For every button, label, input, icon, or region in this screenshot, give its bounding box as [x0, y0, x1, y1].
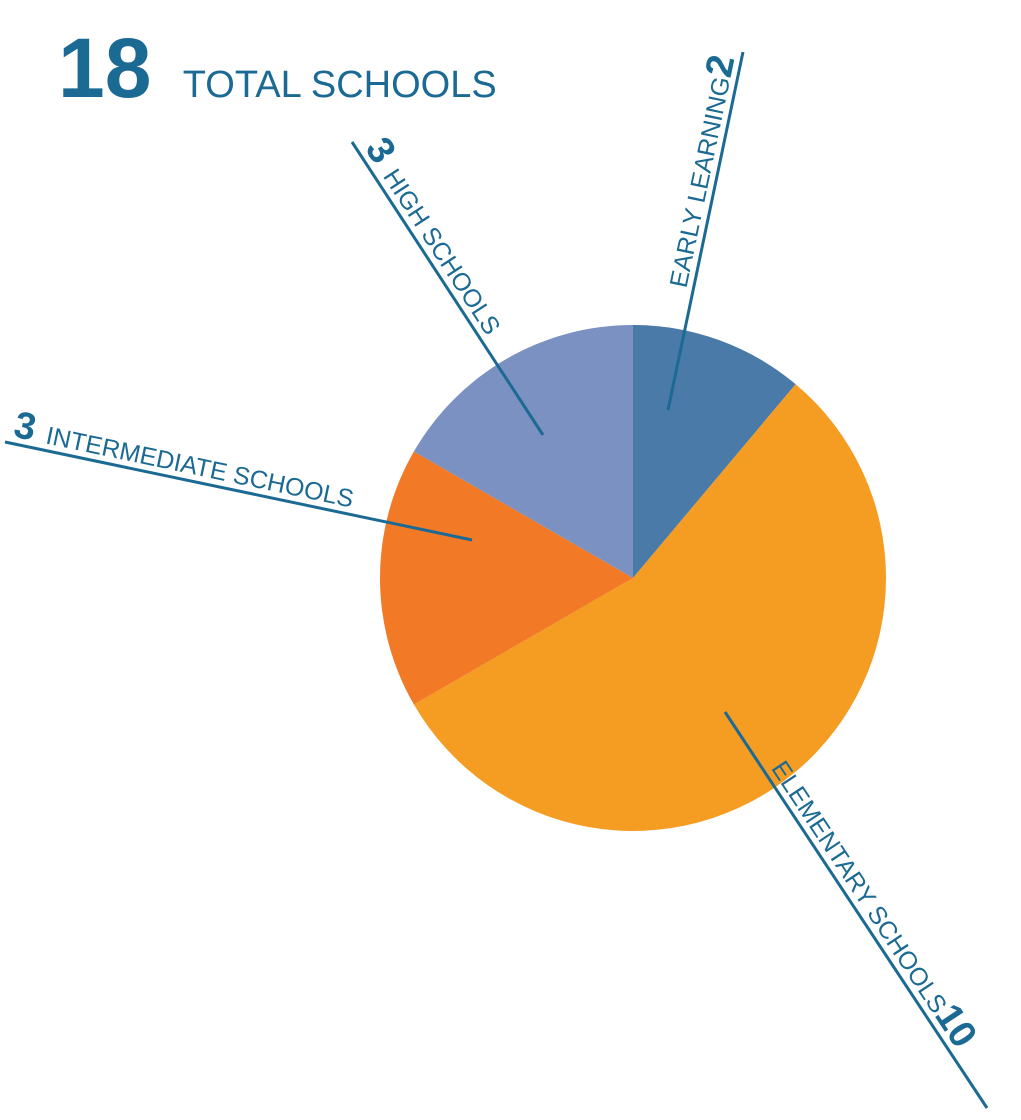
label-text: 3 INTERMEDIATE SCHOOLS [10, 404, 358, 516]
slices [380, 325, 886, 831]
value-label: 3 [10, 404, 39, 449]
leader-line [666, 51, 745, 411]
leader-line [723, 711, 989, 1109]
label-text: ELEMENTARY SCHOOLS10 [763, 750, 985, 1055]
label-text: 3HIGH SCHOOLS [357, 130, 515, 341]
slice-label: ELEMENTARY SCHOOLS10 [763, 750, 985, 1055]
leader-line [4, 440, 473, 542]
value-label: 3 [357, 130, 404, 171]
leader-line [350, 141, 545, 436]
slice [413, 384, 886, 831]
total-value: 18 [58, 21, 151, 115]
slice-label: 3 INTERMEDIATE SCHOOLS [10, 404, 358, 516]
category-label: ELEMENTARY SCHOOLS [766, 756, 953, 1018]
value-label: 2 [698, 51, 743, 80]
chart-title: 18 TOTAL SCHOOLS [58, 21, 497, 115]
label-text: EARLY LEARNING2 [654, 51, 743, 290]
total-label: TOTAL SCHOOLS [183, 64, 497, 106]
slice [380, 451, 633, 705]
category-label: HIGH SCHOOLS [377, 164, 505, 340]
slice-label: 3HIGH SCHOOLS [357, 130, 515, 341]
slice-label: EARLY LEARNING2 [654, 51, 744, 290]
category-label: INTERMEDIATE SCHOOLS [44, 422, 357, 514]
slice [413, 325, 633, 578]
